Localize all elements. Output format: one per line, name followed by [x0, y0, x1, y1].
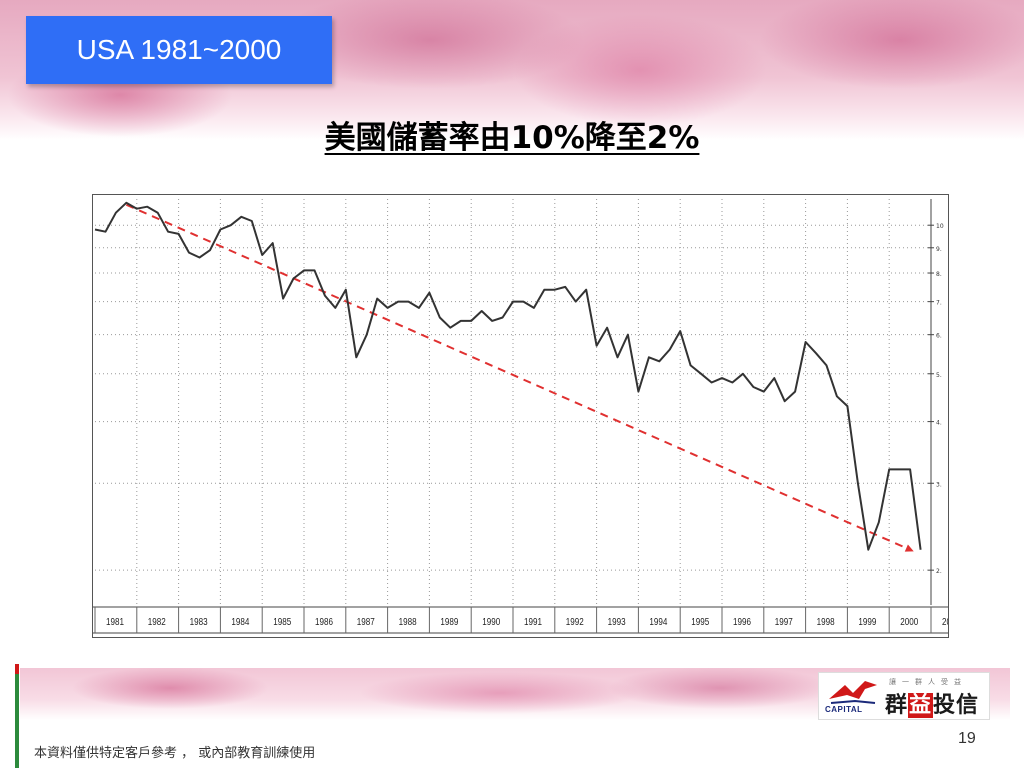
x-tick-label: 1997: [775, 617, 793, 628]
company-logo: CAPITAL 讓一群人受益 群益投信: [818, 672, 990, 720]
footer-red-mark: [15, 664, 19, 674]
slide-heading-text: 美國儲蓄率由10%降至2%: [324, 120, 700, 156]
x-tick-label: 1982: [148, 617, 166, 628]
x-tick-label: 1986: [315, 617, 333, 628]
slide-tag-box: USA 1981~2000: [26, 16, 332, 84]
x-tick-label: 1983: [190, 617, 208, 628]
x-tick-label: 1985: [273, 617, 291, 628]
x-tick-label: 1988: [399, 617, 417, 628]
x-tick-label: 1993: [608, 617, 626, 628]
y-tick-label: 2.: [936, 568, 942, 575]
x-tick-label: 2000: [900, 617, 918, 628]
slide-tag: USA 1981~2000: [76, 34, 282, 65]
x-tick-label: 1994: [649, 617, 667, 628]
x-tick-label: 1991: [524, 617, 542, 628]
x-tick-label: 1984: [231, 617, 249, 628]
x-tick-label: 1990: [482, 617, 500, 628]
savings-rate-line: [94, 201, 922, 551]
x-tick-label: 1989: [440, 617, 458, 628]
x-tick-label: 1999: [858, 617, 876, 628]
y-tick-label: 3.: [936, 481, 942, 488]
x-tick-label: 1998: [817, 617, 835, 628]
x-tick-label: 1981: [106, 617, 124, 628]
x-tick-label: 1992: [566, 617, 584, 628]
logo-name: 群益投信: [885, 687, 979, 719]
y-tick-label: 6.: [936, 333, 942, 340]
x-tick-label: 2001: [942, 617, 948, 628]
page-number: 19: [958, 730, 976, 747]
y-tick-label: 9.: [936, 246, 942, 253]
chart-frame: 10 9. 8. 7. 6. 5. 4. 3. 2. 1981 1982 1983 1984 1985 19…: [92, 194, 949, 638]
eagle-logo-icon: [829, 681, 877, 704]
y-tick-label: 10: [936, 223, 944, 230]
y-tick-label: 7.: [936, 300, 942, 307]
logo-slogan: 讓一群人受益: [889, 678, 967, 686]
y-tick-label: 5.: [936, 372, 942, 379]
trend-arrowhead: [904, 544, 914, 552]
logo-brand-en: CAPITAL: [825, 705, 863, 714]
footer-disclaimer: 本資料僅供特定客戶參考 ， 或內部教育訓練使用: [34, 746, 316, 761]
logo-name-post: 投信: [933, 693, 980, 718]
trend-line: [125, 203, 911, 551]
x-tick-label: 1996: [733, 617, 751, 628]
x-tick-label: 1987: [357, 617, 375, 628]
y-tick-label: 4.: [936, 420, 942, 427]
savings-rate-chart: 10 9. 8. 7. 6. 5. 4. 3. 2. 1981 1982 1983 1984 1985 19…: [93, 199, 948, 634]
footer-green-bar: [15, 668, 19, 768]
logo-name-pre: 群: [885, 693, 909, 718]
slide-heading: 美國儲蓄率由10%降至2%: [0, 112, 1024, 157]
y-tick-label: 8.: [936, 271, 942, 278]
x-tick-label: 1995: [691, 617, 709, 628]
logo-name-highlight: 益: [908, 693, 934, 718]
